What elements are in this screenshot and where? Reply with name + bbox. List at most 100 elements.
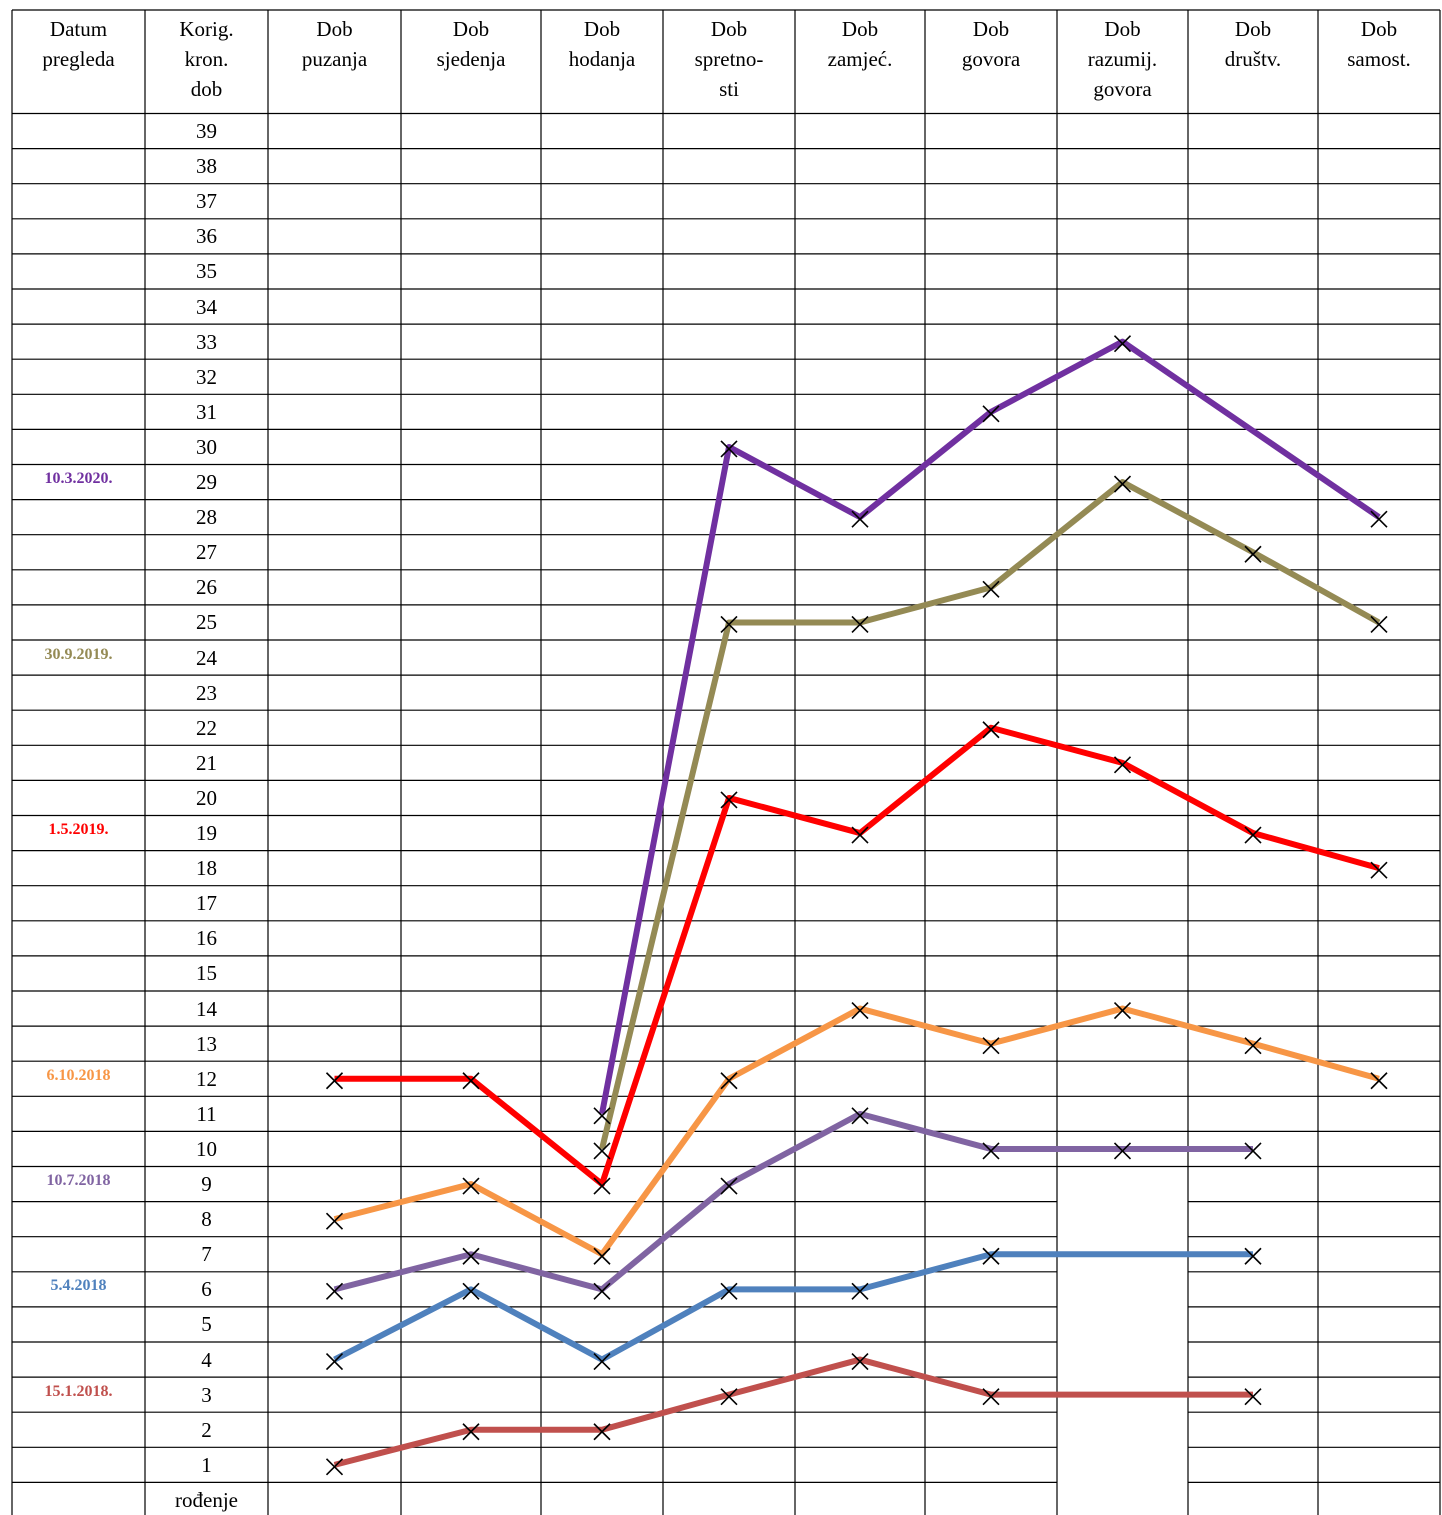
x-marker bbox=[1113, 1142, 1132, 1160]
column-header: Dob puzanja bbox=[301, 17, 368, 71]
x-marker bbox=[720, 791, 738, 809]
y-tick-label: 30 bbox=[196, 434, 217, 459]
y-tick-label: 31 bbox=[196, 399, 217, 424]
x-marker bbox=[1370, 615, 1388, 634]
y-tick-label: 27 bbox=[196, 540, 217, 565]
y-tick-label: 37 bbox=[196, 189, 217, 214]
y-tick-label: 26 bbox=[196, 575, 217, 600]
y-tick-label: 8 bbox=[201, 1207, 212, 1232]
x-marker bbox=[851, 1107, 869, 1125]
x-marker bbox=[593, 1423, 611, 1441]
x-marker bbox=[593, 1107, 611, 1125]
legend-date: 10.3.2020. bbox=[44, 470, 113, 488]
x-marker bbox=[851, 615, 869, 634]
y-tick-label: 19 bbox=[196, 821, 217, 846]
column-header: Dob hodanja bbox=[568, 17, 636, 71]
x-marker bbox=[1370, 510, 1388, 528]
series-line bbox=[599, 479, 1381, 1150]
legend-date: 6.10.2018 bbox=[46, 1066, 111, 1084]
x-marker bbox=[1244, 1142, 1262, 1160]
x-marker bbox=[325, 1212, 344, 1230]
y-tick-label: 29 bbox=[196, 470, 217, 495]
x-marker bbox=[1113, 756, 1132, 774]
x-marker bbox=[982, 721, 1000, 739]
y-tick-label: 21 bbox=[196, 750, 217, 775]
x-marker bbox=[325, 1282, 344, 1300]
x-marker bbox=[720, 615, 738, 634]
date-header: Datum pregleda bbox=[42, 17, 115, 71]
x-marker bbox=[720, 1282, 738, 1300]
x-marker bbox=[1370, 1072, 1388, 1090]
y-tick-label: 5 bbox=[201, 1312, 212, 1337]
x-marker bbox=[720, 1177, 738, 1195]
x-marker bbox=[1113, 1001, 1132, 1020]
x-marker bbox=[593, 1142, 611, 1160]
y-tick-label: 9 bbox=[201, 1172, 212, 1197]
x-marker bbox=[982, 580, 1000, 598]
x-marker bbox=[325, 1352, 344, 1371]
series-line bbox=[599, 338, 1381, 1115]
x-marker bbox=[1244, 545, 1262, 563]
x-marker bbox=[982, 1388, 1000, 1406]
y-tick-label: 13 bbox=[196, 1031, 217, 1056]
series-line bbox=[333, 1251, 1253, 1363]
series-line bbox=[333, 1110, 1253, 1293]
x-marker bbox=[593, 1282, 611, 1300]
y-tick-label: 7 bbox=[201, 1242, 212, 1267]
column-header: Dob društv. bbox=[1224, 17, 1282, 71]
column-header: Dob zamjeć. bbox=[827, 17, 893, 71]
y-tick-label: 16 bbox=[196, 926, 217, 951]
x-marker bbox=[593, 1247, 611, 1265]
age-header: Korig. kron. dob bbox=[179, 17, 234, 101]
y-tick-label: 12 bbox=[196, 1066, 217, 1091]
x-marker bbox=[593, 1352, 611, 1371]
x-marker bbox=[851, 1282, 869, 1300]
y-tick-label: 36 bbox=[196, 224, 217, 249]
y-tick-label: 39 bbox=[196, 119, 217, 144]
y-tick-label: 15 bbox=[196, 961, 217, 986]
x-marker bbox=[325, 1458, 344, 1476]
legend-date: 5.4.2018 bbox=[50, 1277, 107, 1295]
y-tick-label: 17 bbox=[196, 891, 217, 916]
series-line bbox=[333, 1005, 1380, 1258]
column-header: Dob sjedenja bbox=[436, 17, 506, 71]
x-marker bbox=[1244, 1247, 1262, 1265]
x-marker bbox=[851, 1352, 869, 1371]
legend-date: 30.9.2019. bbox=[44, 645, 113, 663]
series-line bbox=[334, 724, 1380, 1188]
y-tick-label: 32 bbox=[196, 364, 217, 389]
column-header: Dob spretno- sti bbox=[694, 17, 764, 101]
x-marker bbox=[1113, 335, 1132, 353]
legend-date: 1.5.2019. bbox=[48, 821, 109, 839]
y-tick-label: 3 bbox=[201, 1382, 212, 1407]
column-header: Dob govora bbox=[961, 17, 1021, 71]
x-marker bbox=[982, 1037, 1000, 1055]
x-marker bbox=[851, 510, 869, 528]
y-tick-label: 20 bbox=[196, 785, 217, 810]
x-marker bbox=[720, 1388, 738, 1406]
x-marker bbox=[1244, 1037, 1262, 1055]
column-header: Dob razumij. govora bbox=[1087, 17, 1158, 101]
y-tick-label: 35 bbox=[196, 259, 217, 284]
x-marker bbox=[720, 440, 738, 458]
x-marker bbox=[982, 1142, 1000, 1160]
x-marker bbox=[851, 1001, 869, 1020]
x-marker bbox=[462, 1282, 480, 1300]
y-tick-label: 33 bbox=[196, 329, 217, 354]
x-marker bbox=[462, 1177, 480, 1195]
y-tick-label: 18 bbox=[196, 856, 217, 881]
y-tick-label: 38 bbox=[196, 154, 217, 179]
series-line bbox=[333, 1356, 1253, 1468]
y-tick-label: 23 bbox=[196, 680, 217, 705]
y-tick-label: 25 bbox=[196, 610, 217, 635]
legend-date: 10.7.2018 bbox=[46, 1172, 111, 1190]
x-marker bbox=[851, 826, 869, 844]
x-marker bbox=[1244, 1388, 1262, 1406]
y-tick-label: 6 bbox=[201, 1277, 212, 1302]
x-marker bbox=[1370, 861, 1388, 879]
x-marker bbox=[1113, 475, 1132, 493]
y-tick-label: 1 bbox=[201, 1452, 212, 1477]
x-marker bbox=[462, 1247, 480, 1265]
